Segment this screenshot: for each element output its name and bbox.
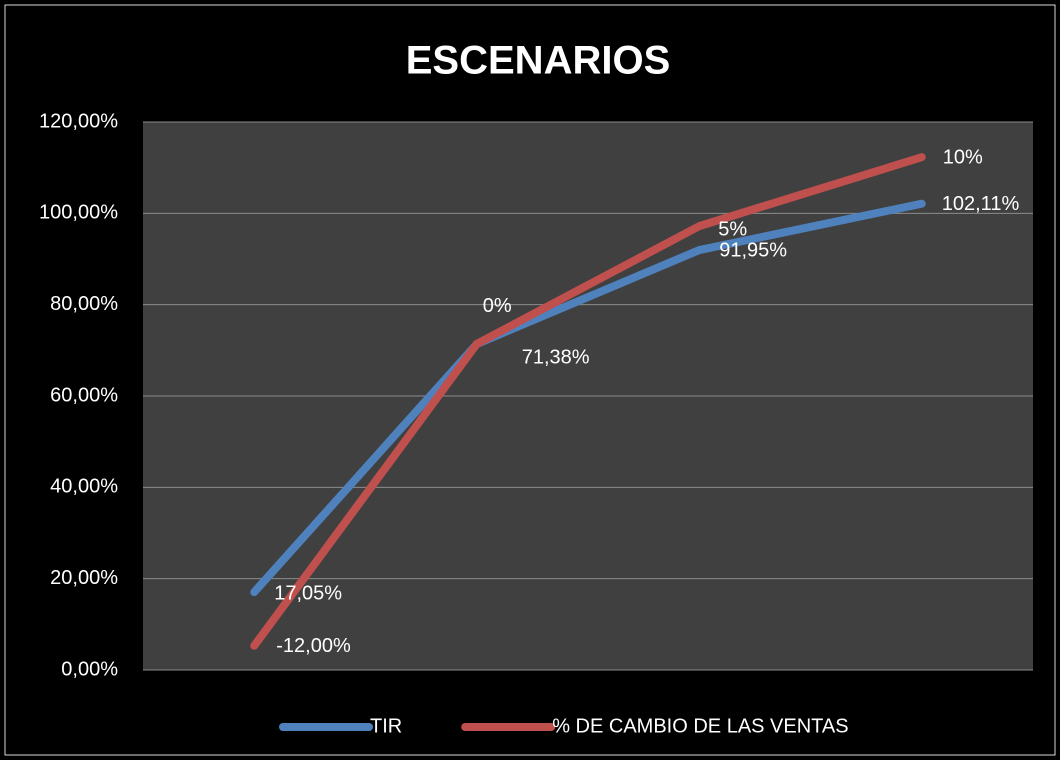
y-tick-label: 120,00% (39, 110, 118, 132)
legend-label: % DE CAMBIO DE LAS VENTAS (552, 715, 848, 737)
y-tick-label: 100,00% (39, 202, 118, 224)
y-tick-label: 40,00% (50, 476, 118, 498)
chart-title: ESCENARIOS (406, 39, 671, 83)
y-tick-label: 80,00% (50, 293, 118, 315)
y-tick-label: 0,00% (61, 658, 118, 680)
chart-border (4, 4, 1056, 756)
legend-label: TIR (370, 715, 402, 737)
y-tick-label: 60,00% (50, 384, 118, 406)
y-tick-label: 20,00% (50, 567, 118, 589)
data-label: 102,11% (942, 193, 1020, 215)
data-label: 0% (483, 295, 512, 317)
data-label: 10% (943, 146, 983, 168)
data-label: -12,00% (276, 635, 351, 657)
data-label: 71,38% (522, 346, 590, 368)
data-label: 5% (718, 218, 747, 240)
data-label: 17,05% (274, 582, 342, 604)
series-line (250, 199, 926, 597)
data-label: 91,95% (719, 239, 787, 261)
series-line (250, 153, 926, 650)
